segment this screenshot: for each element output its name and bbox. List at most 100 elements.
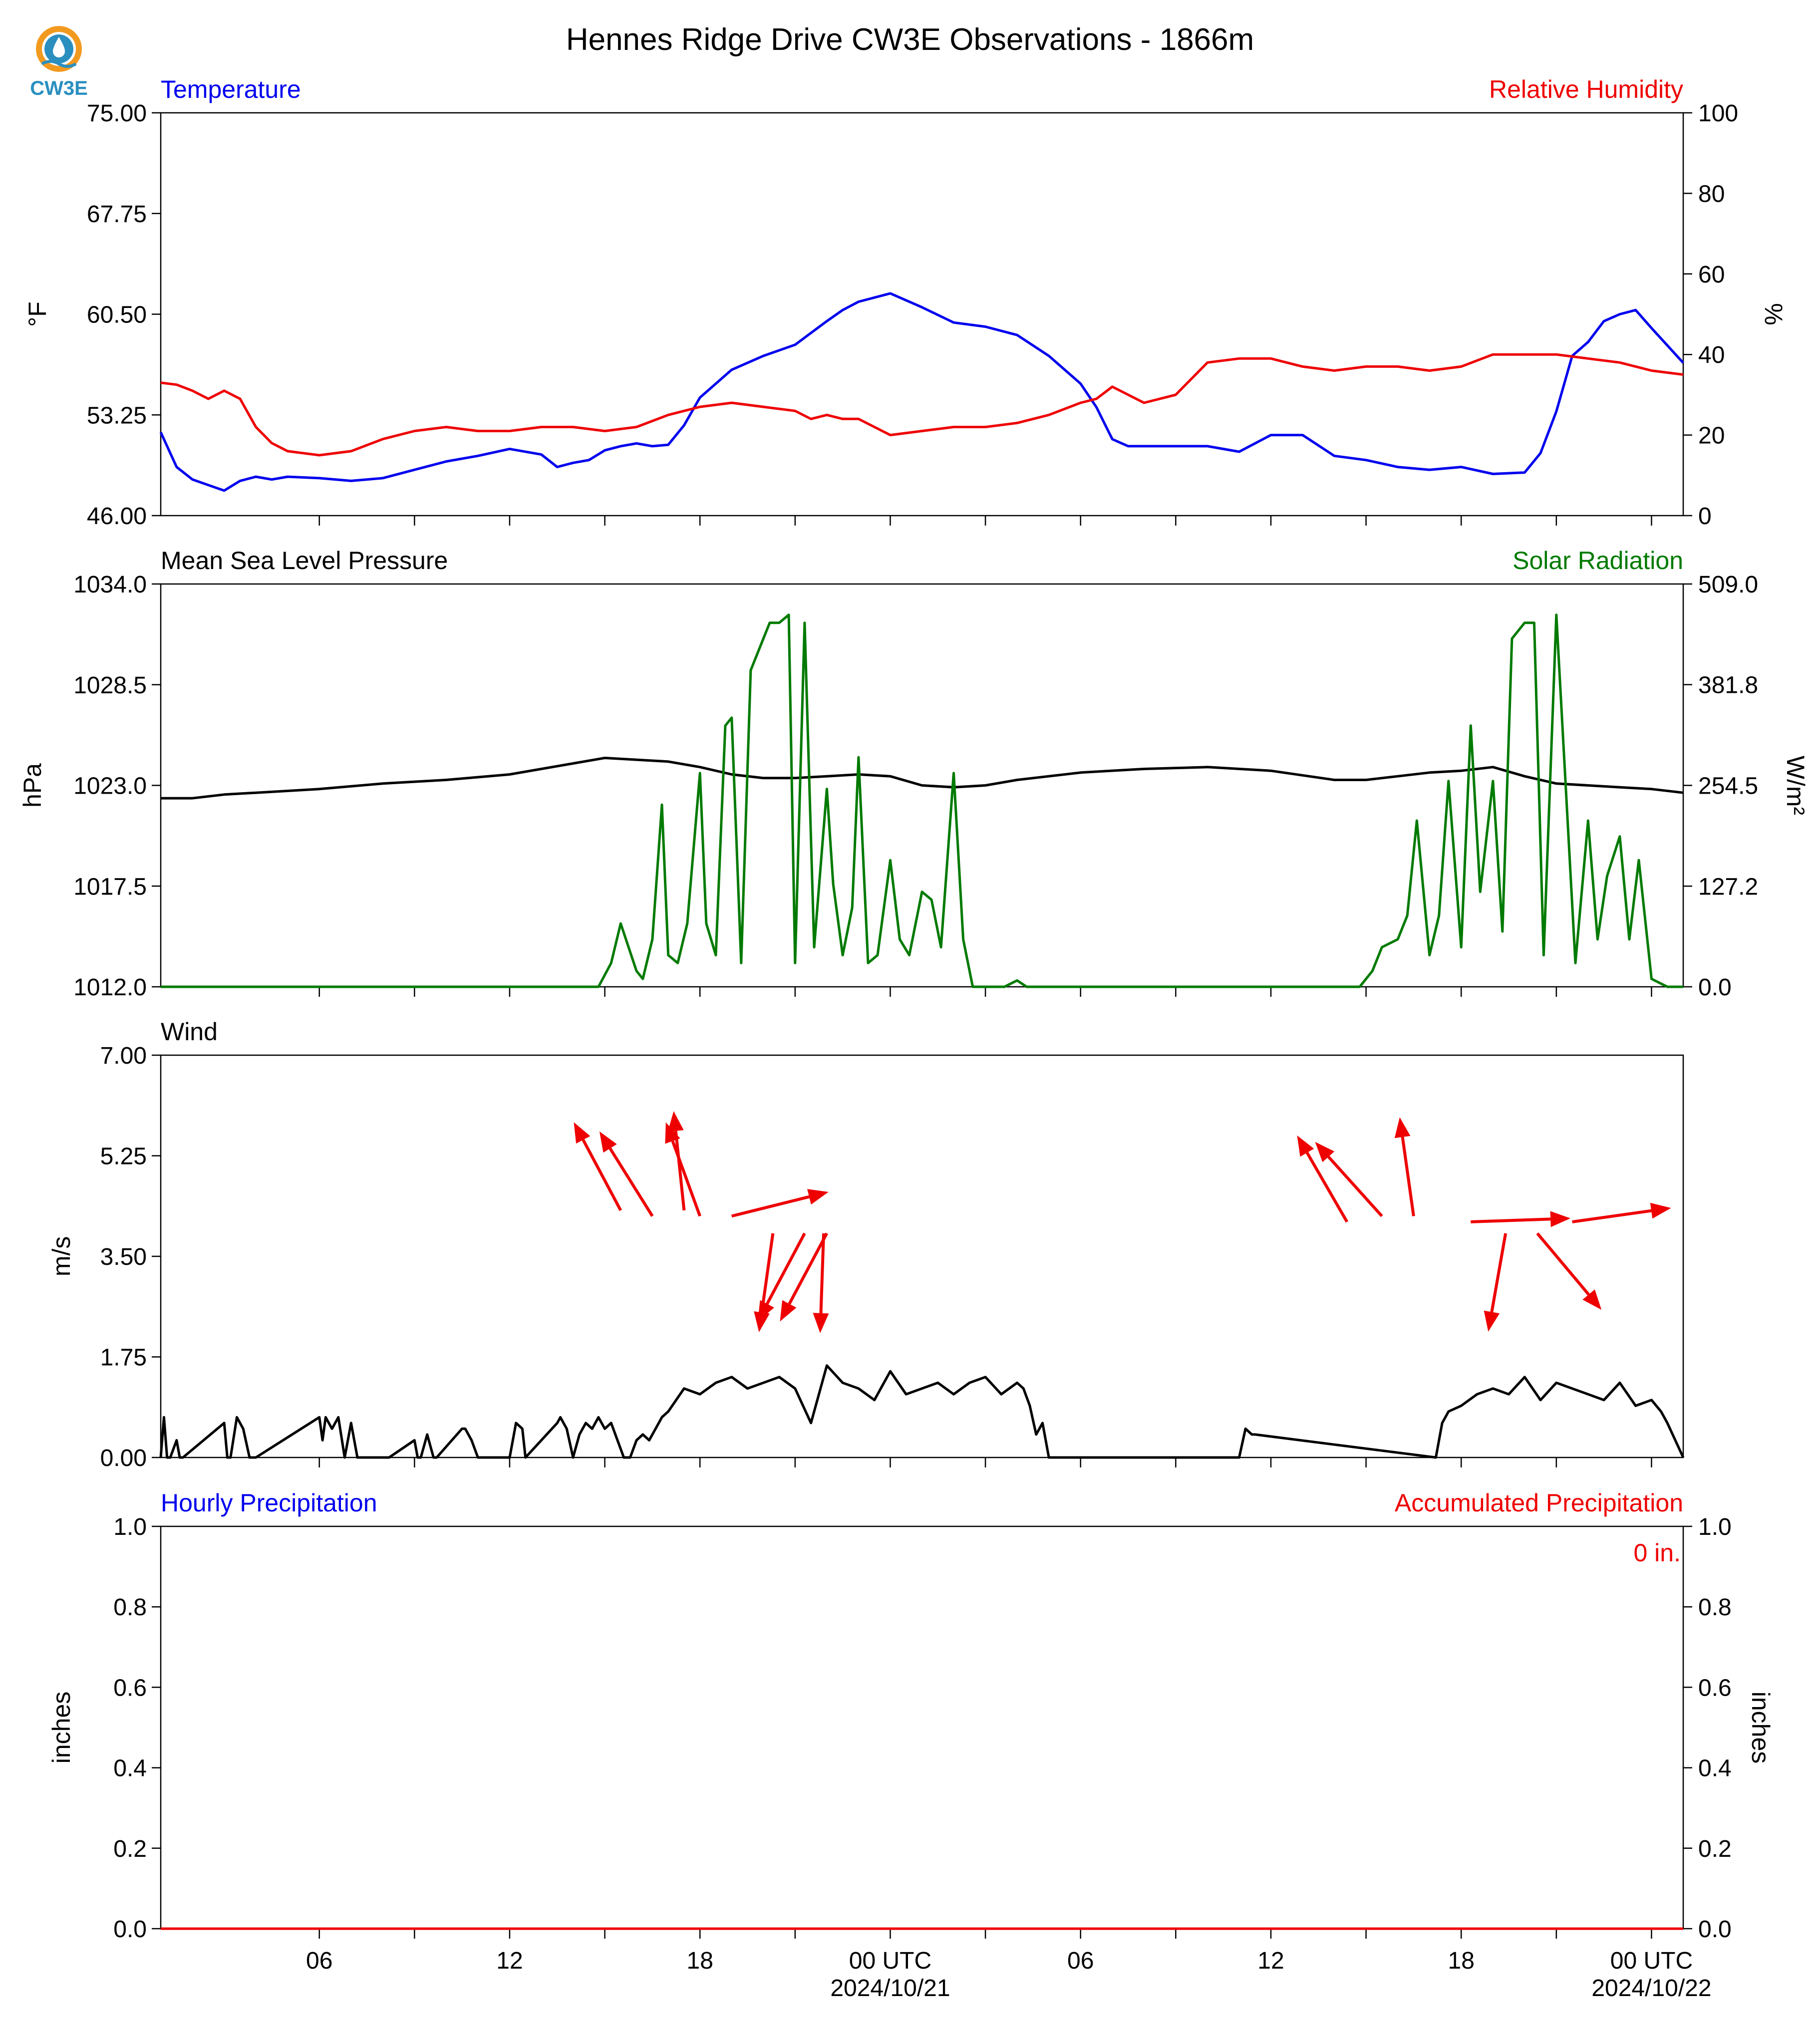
wind-arrow-head (780, 1300, 797, 1322)
series-line-temperature (159, 292, 1684, 492)
wind-arrow-shaft (1327, 1156, 1383, 1217)
y-left-tick-label: 60.50 (87, 302, 147, 328)
x-tick-label: 12 (1257, 1948, 1284, 1974)
y-right-tick-label: 127.2 (1698, 873, 1758, 900)
y-right-axis-label: inches (1747, 1692, 1775, 1764)
wind-arrow (754, 1233, 775, 1332)
wind-arrow-head (813, 1313, 829, 1333)
y-left-tick-label: 1017.5 (73, 873, 147, 900)
y-left-tick-label: 46.00 (87, 503, 147, 530)
wind-arrow (665, 1122, 702, 1217)
wind-arrow-shaft (1401, 1137, 1415, 1216)
wind-arrow (599, 1131, 654, 1217)
wind-arrow-head (599, 1131, 617, 1153)
y-right-tick-label: 40 (1698, 342, 1725, 368)
wind-arrow (813, 1233, 829, 1333)
y-left-axis-label: hPa (18, 763, 46, 808)
panel-temperature-humidity: Temperature Relative Humidity 46.00 53.25 60… (23, 75, 1788, 530)
wind-arrow-head (1484, 1310, 1500, 1332)
x-tick-label: 06 (1067, 1948, 1094, 1974)
y-right-tick-label: 0.2 (1698, 1836, 1732, 1862)
y-right-tick-label: 100 (1698, 100, 1738, 127)
logo-wave-icon (41, 60, 77, 68)
y-left-tick-label: 75.00 (87, 100, 147, 127)
y-right-tick-label: 381.8 (1698, 672, 1758, 699)
panel-right-title: Accumulated Precipitation (1395, 1489, 1683, 1517)
panel-left-title: Temperature (161, 75, 301, 103)
panel-left-title: Mean Sea Level Pressure (161, 547, 448, 575)
accumulated-total-label: 0 in. (1633, 1539, 1681, 1567)
y-left-tick-label: 1028.5 (73, 672, 147, 699)
series-line-solar-radiation (161, 613, 1683, 988)
panel-wind: Wind 0.00 1.75 3.50 5.25 7.00 m/s (47, 1018, 1685, 1471)
y-right-tick-label: 509.0 (1698, 572, 1758, 598)
y-left-tick-label: 53.25 (87, 402, 147, 429)
wind-arrow-head (1297, 1135, 1314, 1157)
y-right-tick-label: 0.0 (1698, 974, 1732, 1001)
y-left-tick-label: 0.6 (113, 1675, 147, 1701)
wind-arrow-shaft (819, 1233, 826, 1313)
panel-right-title: Solar Radiation (1513, 547, 1683, 575)
y-left-tick-label: 1012.0 (73, 974, 147, 1001)
y-right-tick-label: 0.6 (1698, 1675, 1732, 1701)
y-right-tick-label: 0.8 (1698, 1594, 1732, 1621)
y-right-axis-label: % (1760, 303, 1788, 325)
wind-arrow (780, 1232, 829, 1322)
y-left-axis-label: °F (23, 301, 51, 327)
y-left-tick-label: 0.8 (113, 1594, 147, 1621)
wind-arrow-head (1315, 1142, 1335, 1162)
panel-left-title: Wind (161, 1018, 218, 1046)
panel-precipitation: Hourly Precipitation Accumulated Precipit… (47, 1489, 1775, 2002)
y-right-tick-label: 1.0 (1698, 1514, 1732, 1540)
y-left-tick-label: 1.75 (100, 1345, 147, 1371)
wind-arrow-shaft (582, 1139, 622, 1211)
wind-arrow-shaft (760, 1233, 775, 1313)
series-line-mean-sea-level-pressure (161, 757, 1684, 800)
panel-left-title: Hourly Precipitation (161, 1489, 377, 1517)
y-left-tick-label: 0.2 (113, 1836, 147, 1862)
wind-arrow-head (665, 1122, 680, 1144)
y-left-tick-label: 0.4 (113, 1755, 147, 1782)
wind-arrow (1471, 1211, 1571, 1227)
y-left-axis-label: m/s (47, 1236, 75, 1277)
logo-text: CW3E (30, 77, 88, 99)
wind-arrow-shaft (1305, 1152, 1349, 1223)
y-right-tick-label: 254.5 (1698, 773, 1758, 800)
x-tick-date-label: 2024/10/21 (830, 1975, 950, 2002)
wind-arrow-shaft (674, 1131, 686, 1211)
y-left-tick-label: 5.25 (100, 1144, 147, 1170)
y-left-tick-label: 3.50 (100, 1244, 147, 1270)
panel-pressure-solar: Mean Sea Level Pressure Solar Radiation 10… (18, 547, 1810, 1001)
y-right-tick-label: 80 (1698, 181, 1725, 207)
y-right-axis-label: W/m² (1782, 756, 1810, 815)
wind-arrow-shaft (671, 1141, 702, 1217)
wind-arrow-head (574, 1122, 591, 1144)
wind-arrow (758, 1232, 806, 1322)
wind-arrow (731, 1189, 829, 1218)
wind-arrow-shaft (1490, 1233, 1508, 1313)
wind-arrow-head (1582, 1289, 1602, 1310)
y-right-tick-label: 0 (1698, 503, 1712, 530)
wind-arrow-head (1550, 1211, 1571, 1227)
chart-panels: Temperature Relative Humidity 46.00 53.25 60… (18, 75, 1810, 2002)
wind-arrow-shaft (788, 1232, 829, 1305)
y-left-tick-label: 7.00 (100, 1043, 147, 1069)
x-tick-label: 06 (306, 1948, 332, 1974)
logo-drop-icon (53, 37, 65, 57)
x-tick-label: 12 (496, 1948, 523, 1974)
wind-arrow-shaft (766, 1232, 806, 1305)
wind-arrow (1394, 1117, 1415, 1216)
wind-arrow-head (1650, 1202, 1671, 1219)
x-tick-label: 00 UTC (849, 1948, 931, 1974)
series-line-wind-speed (159, 1364, 1685, 1459)
y-left-tick-label: 1034.0 (73, 572, 147, 598)
wind-arrow (667, 1111, 686, 1211)
x-tick-label: 00 UTC (1610, 1948, 1693, 1974)
wind-arrow-head (1394, 1117, 1411, 1139)
series-line-relative-humidity (160, 353, 1684, 457)
y-right-tick-label: 0.4 (1698, 1755, 1732, 1782)
y-left-tick-label: 67.75 (87, 201, 147, 228)
y-right-tick-label: 60 (1698, 262, 1725, 288)
